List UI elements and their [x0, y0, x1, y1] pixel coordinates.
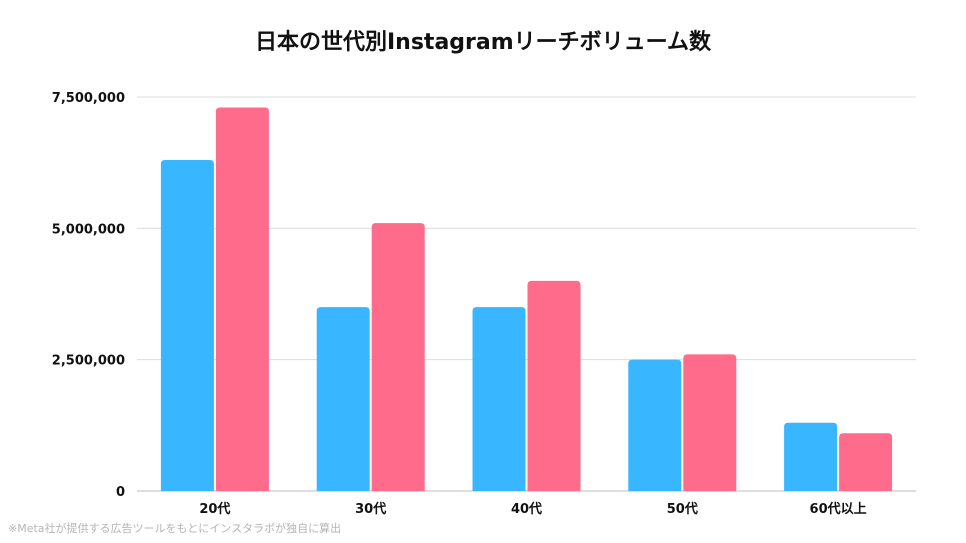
y-tick-label: 2,500,000 — [52, 354, 125, 369]
bar-blue-4 — [628, 359, 682, 491]
source-footnote: ※Meta社が提供する広告ツールをもとにインスタラボが独自に算出 — [8, 522, 342, 535]
x-tick-label: 20代 — [199, 501, 230, 517]
bar-pink-2 — [371, 223, 425, 491]
bar-blue-1 — [160, 160, 214, 492]
chart-title: 日本の世代別Instagramリーチボリューム数 — [254, 30, 711, 55]
y-axis-ticks: 0 2,500,000 5,000,000 7,500,000 — [52, 91, 125, 500]
y-tick-label: 5,000,000 — [52, 222, 125, 237]
bar-pink-5 — [839, 433, 893, 491]
bars — [160, 107, 893, 492]
bar-pink-1 — [215, 107, 269, 492]
x-axis-ticks: 20代 30代 40代 50代 60代以上 — [199, 501, 866, 517]
x-tick-label: 60代以上 — [810, 501, 867, 517]
x-tick-label: 50代 — [667, 501, 698, 517]
bar-blue-2 — [316, 307, 370, 491]
y-tick-label: 7,500,000 — [52, 91, 125, 106]
bar-pink-4 — [683, 354, 737, 491]
bar-pink-3 — [527, 280, 581, 491]
x-tick-label: 40代 — [511, 501, 542, 517]
x-tick-label: 30代 — [355, 501, 386, 517]
y-tick-label: 0 — [116, 485, 125, 500]
bar-blue-3 — [472, 307, 526, 491]
bar-blue-5 — [784, 422, 838, 491]
